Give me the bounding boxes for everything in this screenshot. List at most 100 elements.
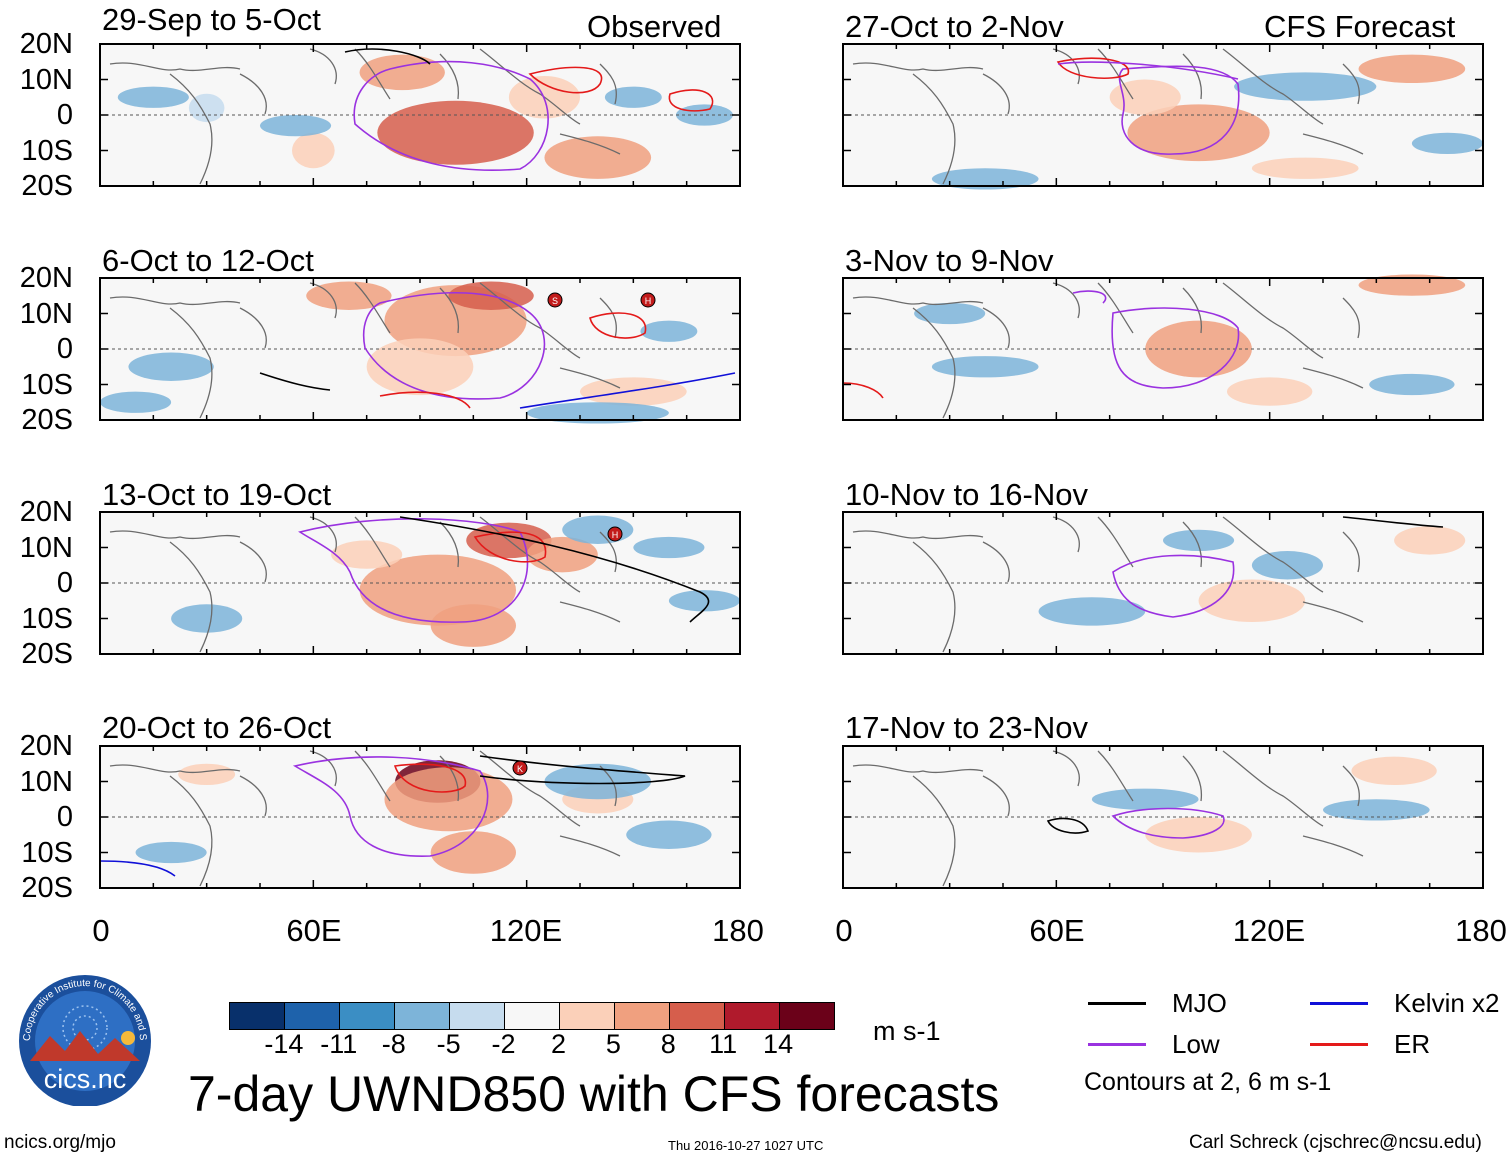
x-tick-label: 60E <box>286 913 342 948</box>
anomaly-contour <box>259 372 331 391</box>
westerly-anomaly <box>1145 817 1252 853</box>
anomaly-contour <box>379 391 471 409</box>
coastline <box>599 531 617 573</box>
colorbar <box>229 1002 835 1030</box>
anomaly-contour <box>1111 307 1240 389</box>
easterly-anomaly <box>1411 132 1483 155</box>
westerly-anomaly <box>331 540 403 569</box>
y-tick-label: 20S <box>21 404 73 436</box>
coastline <box>559 367 621 389</box>
anomaly-contour <box>292 756 489 857</box>
coastline <box>109 764 241 774</box>
logo-sun <box>121 1031 135 1045</box>
easterly-anomaly <box>171 604 243 633</box>
storm-marker-label: H <box>645 296 652 306</box>
map-panel-plot <box>842 511 1484 655</box>
easterly-anomaly <box>626 820 712 849</box>
map-panel-plot: K <box>99 745 741 889</box>
westerly-anomaly <box>178 763 236 786</box>
easterly-anomaly <box>100 391 172 413</box>
coastline <box>1342 765 1360 807</box>
coastline <box>309 282 337 319</box>
storm-marker-dot <box>640 292 656 308</box>
easterly-anomaly <box>604 86 662 108</box>
easterly-anomaly <box>914 302 986 325</box>
legend-swatch-mjo <box>1088 1001 1146 1005</box>
easterly-anomaly <box>1038 597 1146 626</box>
coastline <box>239 307 267 349</box>
coastline <box>1302 133 1364 155</box>
chart-title: 7-day UWND850 with CFS forecasts <box>188 1066 1000 1122</box>
coastline <box>1097 48 1134 100</box>
westerly-anomaly <box>292 132 335 169</box>
easterly-anomaly <box>1163 529 1235 552</box>
anomaly-contour <box>668 89 714 112</box>
coastline <box>852 764 984 774</box>
coastline <box>309 750 337 787</box>
coastline <box>912 541 956 653</box>
coastline <box>1222 282 1324 359</box>
colorbar-swatch <box>615 1003 670 1029</box>
logo-text: cics.nc <box>44 1064 127 1094</box>
anomaly-contour <box>393 763 466 793</box>
colorbar-swatch <box>505 1003 560 1029</box>
coastline <box>559 133 621 155</box>
anomaly-contour <box>1112 554 1235 618</box>
easterly-anomaly <box>562 515 634 544</box>
legend-label: ER <box>1394 1029 1431 1059</box>
coastline <box>1222 516 1324 593</box>
storm-marker: K <box>512 760 528 776</box>
anomaly-contour <box>1056 57 1129 79</box>
easterly-anomaly <box>260 115 332 137</box>
westerly-anomaly <box>430 831 516 874</box>
anomaly-contour <box>1342 516 1444 528</box>
x-tick-label: 60E <box>1029 913 1085 948</box>
map-panel <box>842 43 1484 190</box>
easterly-anomaly <box>1091 788 1199 810</box>
logo-mountains <box>30 1031 140 1061</box>
anomaly-contour <box>519 372 736 409</box>
contours-note: Contours at 2, 6 m s-1 <box>1084 1068 1332 1096</box>
y-tick-label: 0 <box>56 801 73 833</box>
coastline <box>912 775 956 887</box>
coastline <box>599 63 617 105</box>
coastline <box>169 775 213 887</box>
coastline <box>1302 601 1364 623</box>
storm-marker: S <box>547 292 563 308</box>
y-tick-label: 0 <box>56 99 73 131</box>
coastline <box>439 53 460 100</box>
coastline <box>109 530 241 540</box>
map-panel-plot <box>842 274 1484 421</box>
forecast-label: CFS Forecast <box>1264 9 1456 44</box>
coastline <box>354 48 391 100</box>
colorbar-swatch <box>560 1003 615 1029</box>
map-panel-plot <box>842 745 1484 889</box>
coastline <box>109 296 241 306</box>
coastline <box>1302 367 1364 389</box>
anomaly-contour <box>1111 807 1225 839</box>
coastline <box>169 307 213 419</box>
anomaly-contour <box>842 382 884 399</box>
easterly-anomaly <box>135 841 207 864</box>
coastline <box>1342 531 1360 573</box>
storm-marker-dot <box>547 292 563 308</box>
coastline <box>1052 282 1080 319</box>
easterly-anomaly <box>128 352 214 381</box>
map-panel: K <box>99 745 741 889</box>
easterly-anomaly <box>1323 799 1430 821</box>
anomaly-contour <box>344 48 431 65</box>
coastline <box>1182 53 1203 100</box>
y-tick-label: 20N <box>19 262 73 294</box>
easterly-anomaly <box>676 104 733 126</box>
coastline <box>439 521 460 568</box>
y-tick-label: 20N <box>19 496 73 528</box>
anomaly-contour <box>362 291 546 400</box>
colorbar-tick-label: -5 <box>436 1029 461 1059</box>
easterly-anomaly <box>931 168 1039 190</box>
anomaly-contour <box>399 516 710 623</box>
panel-title: 10-Nov to 16-Nov <box>845 477 1088 512</box>
panel-title: 20-Oct to 26-Oct <box>102 710 332 745</box>
coastline <box>982 307 1010 349</box>
legend-label: Low <box>1172 1029 1220 1059</box>
